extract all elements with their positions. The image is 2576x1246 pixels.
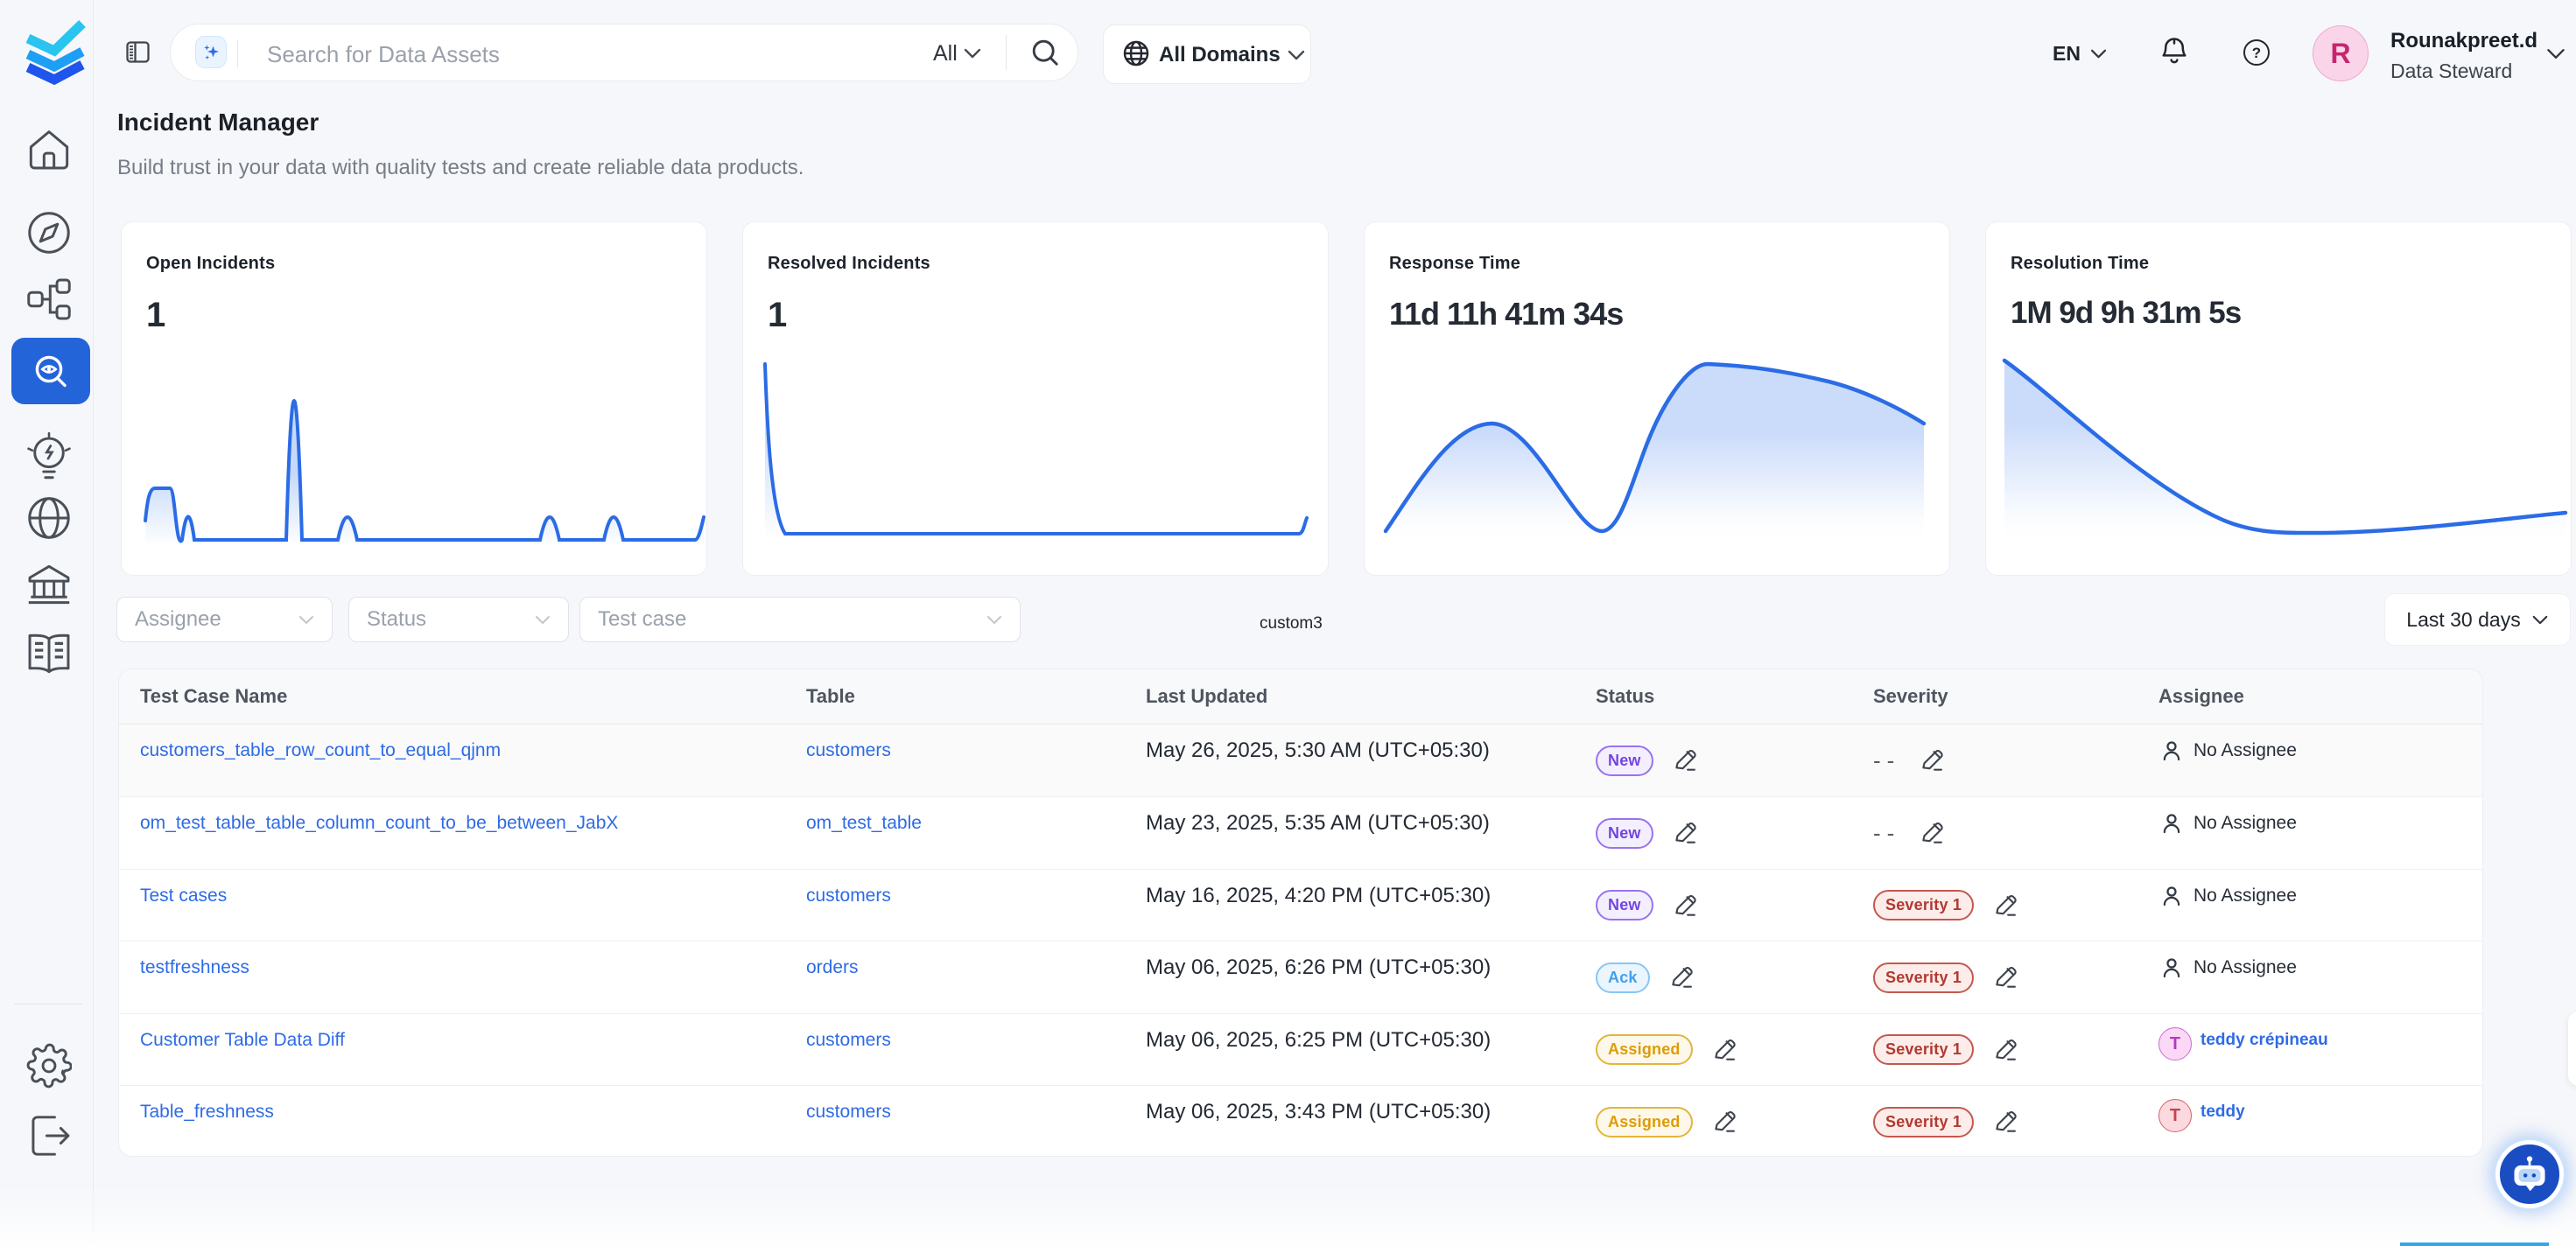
svg-text:?: ? (2252, 45, 2261, 61)
